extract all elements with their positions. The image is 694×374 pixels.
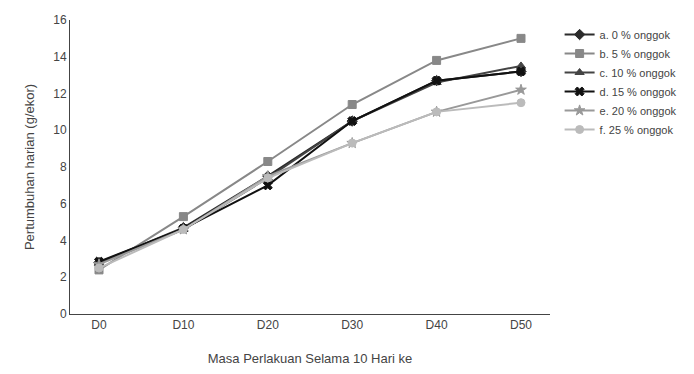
svg-text:d. 15 % onggok: d. 15 % onggok: [600, 86, 677, 98]
svg-text:Pertumbuhan harian (g/ekor): Pertumbuhan harian (g/ekor): [22, 84, 37, 250]
svg-text:6: 6: [60, 197, 67, 211]
svg-text:f. 25 % onggok: f. 25 % onggok: [600, 124, 674, 136]
svg-text:D10: D10: [172, 318, 194, 332]
svg-text:16: 16: [53, 13, 67, 27]
svg-text:D0: D0: [91, 318, 107, 332]
svg-text:c. 10 % onggok: c. 10 % onggok: [600, 67, 676, 79]
svg-text:D30: D30: [341, 318, 363, 332]
svg-text:4: 4: [60, 234, 67, 248]
svg-text:b. 5 % onggok: b. 5 % onggok: [600, 48, 671, 60]
svg-text:10: 10: [53, 123, 67, 137]
svg-text:2: 2: [60, 270, 67, 284]
svg-text:0: 0: [60, 307, 67, 321]
svg-text:8: 8: [60, 160, 67, 174]
svg-text:D40: D40: [426, 318, 448, 332]
svg-text:a. 0 % onggok: a. 0 % onggok: [600, 29, 671, 41]
svg-text:12: 12: [53, 87, 67, 101]
svg-text:e. 20 % onggok: e. 20 % onggok: [600, 105, 677, 117]
svg-text:14: 14: [53, 50, 67, 64]
svg-text:Masa Perlakuan Selama 10 Hari: Masa Perlakuan Selama 10 Hari ke: [208, 351, 413, 366]
svg-text:D50: D50: [510, 318, 532, 332]
svg-text:D20: D20: [257, 318, 279, 332]
